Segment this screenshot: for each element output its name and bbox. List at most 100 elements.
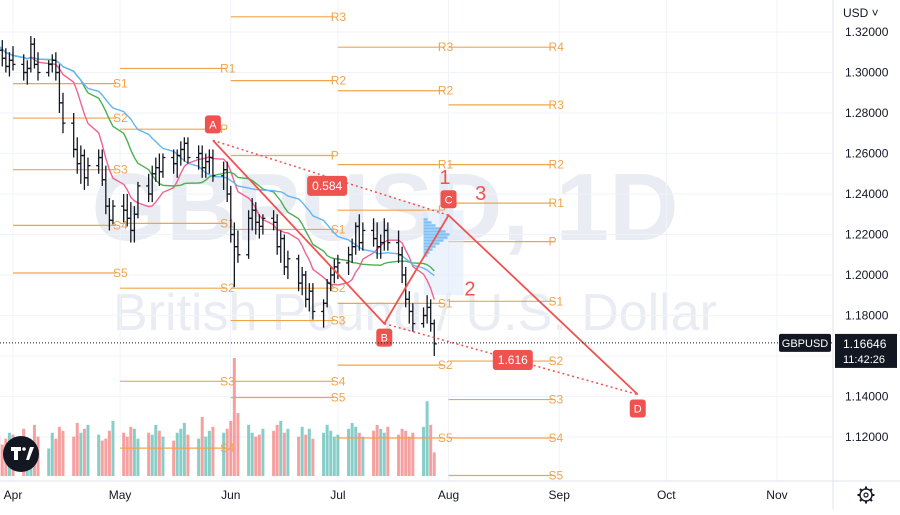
pivot-label: R2 <box>549 158 565 172</box>
volume-bar <box>354 427 357 476</box>
volume-bar <box>54 439 57 476</box>
watermark-name: British Pound / U.S. Dollar <box>113 284 717 342</box>
x-tick-label: Nov <box>766 488 787 502</box>
volume-bar <box>111 421 114 476</box>
volume-bar <box>161 437 164 476</box>
gear-tooth <box>860 489 862 491</box>
volume-bar <box>286 429 289 476</box>
volume-bar <box>133 429 136 476</box>
pivot-label: R3 <box>549 98 565 112</box>
pattern-point-a[interactable]: A <box>205 115 221 133</box>
pivot-label: R1 <box>549 196 565 210</box>
point-label: D <box>634 403 642 415</box>
price-bar <box>11 46 16 70</box>
volume-bar <box>136 439 139 476</box>
volume-bar <box>122 433 125 476</box>
pivot-label: S3 <box>113 163 128 177</box>
pivot-label: S5 <box>549 468 564 482</box>
y-tick-label: 1.20000 <box>845 268 889 282</box>
x-tick-label: Oct <box>657 488 676 502</box>
wave-label: 3 <box>475 183 486 205</box>
volume-bar <box>347 429 350 476</box>
volume-bar <box>433 452 436 476</box>
volume-bar <box>254 437 257 476</box>
pattern-point-c[interactable]: C <box>441 190 457 208</box>
volume-bar <box>101 441 104 476</box>
volume-bar <box>358 433 361 476</box>
volume-bar <box>283 433 286 476</box>
point-label: C <box>445 194 453 206</box>
fib-ratio-label[interactable]: 0.584 <box>307 176 347 196</box>
volume-bar <box>197 439 200 476</box>
volume-bar <box>251 433 254 476</box>
volume-bar <box>426 401 429 476</box>
watermark-ticker: GBPUSD, 1D <box>92 154 679 261</box>
volume-bar <box>154 425 157 476</box>
pivot-label: S4 <box>331 374 346 388</box>
profile-bar <box>424 227 442 229</box>
volume-bar <box>83 429 86 476</box>
fib-text: 0.584 <box>312 179 342 193</box>
pivot-label: S3 <box>549 393 564 407</box>
pattern-point-d[interactable]: D <box>630 399 646 417</box>
volume-bar <box>376 425 379 476</box>
pivot-label: S4 <box>220 441 235 455</box>
volume-bar <box>304 435 307 476</box>
volume-bar <box>201 417 204 476</box>
pivot-label: S3 <box>331 314 346 328</box>
volume-bar <box>147 433 150 476</box>
volume-bars <box>0 358 436 476</box>
volume-bar <box>211 427 214 476</box>
volume-bar <box>1 445 4 476</box>
volume-bar <box>401 429 404 476</box>
pivot-label: S1 <box>438 296 453 310</box>
profile-bar <box>424 218 428 220</box>
pivot-label: S1 <box>331 222 346 236</box>
x-tick-label: Sep <box>549 488 571 502</box>
y-tick-label: 1.32000 <box>845 25 889 39</box>
price-bar <box>0 40 5 66</box>
y-tick-label: 1.12000 <box>845 430 889 444</box>
wave-label: 2 <box>464 278 475 300</box>
price-bar <box>85 158 90 186</box>
gear-tooth <box>870 499 872 501</box>
y-tick-label: 1.22000 <box>845 228 889 242</box>
pivot-label: P <box>331 149 339 163</box>
volume-bar <box>186 435 189 476</box>
volume-bar <box>408 437 411 476</box>
volume-bar <box>51 433 54 476</box>
countdown-text: 11:42:26 <box>843 354 885 366</box>
volume-bar <box>379 429 382 476</box>
currency-selector[interactable]: USD ˅ <box>843 6 879 20</box>
pivot-label: R1 <box>220 61 236 75</box>
x-tick-label: Aug <box>438 488 459 502</box>
volume-bar <box>422 427 425 476</box>
volume-bar <box>176 433 179 476</box>
volume-bar <box>351 423 354 476</box>
pivot-label: R2 <box>331 74 347 88</box>
y-tick-label: 1.26000 <box>845 147 889 161</box>
volume-bar <box>72 437 75 476</box>
pivot-label: P <box>220 122 228 136</box>
volume-bar <box>411 433 414 476</box>
pattern-point-b[interactable]: B <box>376 329 392 347</box>
symbol-tag-text: GBPUSD <box>782 338 829 350</box>
volume-bar <box>129 427 132 476</box>
volume-bar <box>276 425 279 476</box>
tradingview-logo[interactable] <box>3 436 39 472</box>
fib-ratio-label[interactable]: 1.616 <box>493 350 533 370</box>
volume-bar <box>333 437 336 476</box>
volume-bar <box>329 431 332 476</box>
volume-bar <box>258 435 261 476</box>
last-price-text: 1.16646 <box>843 337 887 351</box>
x-tick-label: Jun <box>221 488 240 502</box>
y-tick-label: 1.28000 <box>845 106 889 120</box>
y-tick-label: 1.14000 <box>845 390 889 404</box>
y-tick-label: 1.18000 <box>845 309 889 323</box>
pivot-label: S5 <box>331 391 346 405</box>
pivot-label: R2 <box>438 84 454 98</box>
volume-bar <box>97 435 100 476</box>
price-bar <box>71 113 76 158</box>
